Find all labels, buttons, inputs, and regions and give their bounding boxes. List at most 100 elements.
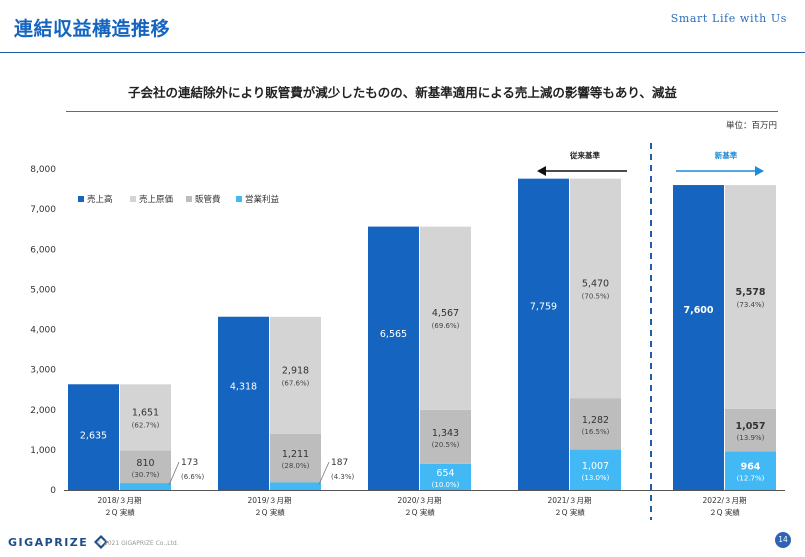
y-tick-label: 1,000: [30, 446, 56, 456]
sga-percent-label: (20.5%): [432, 441, 460, 449]
legend-label: 売上高: [87, 194, 113, 205]
logo-wordmark: GIGAPRIZE: [8, 535, 89, 549]
old-standard-arrowhead-icon: [537, 166, 546, 176]
sga-percent-label: (28.0%): [282, 462, 310, 470]
headline-rule: [66, 111, 778, 112]
operating-profit-value-label: 173: [181, 458, 198, 468]
sales-bar: [68, 384, 119, 490]
cogs-bar: [725, 185, 776, 409]
legend-label: 営業利益: [245, 194, 280, 205]
operating-profit-percent-label: (13.0%): [582, 474, 610, 482]
unit-label: 単位：百万円: [725, 121, 777, 131]
cogs-percent-label: (69.6%): [432, 322, 460, 330]
cogs-bar: [120, 384, 171, 451]
sga-value-label: 810: [136, 458, 154, 469]
operating-profit-percent-label: (4.3%): [331, 473, 355, 481]
operating-profit-bar: [120, 483, 171, 490]
category-label: 2021/３月期: [547, 496, 591, 505]
y-tick-label: 6,000: [30, 245, 56, 255]
y-tick-label: 0: [50, 486, 56, 496]
category-label: 2022/３月期: [702, 496, 746, 505]
operating-profit-value-label: 654: [436, 468, 454, 479]
operating-profit-percent-label: (6.6%): [181, 473, 205, 481]
cogs-percent-label: (70.5%): [582, 292, 610, 300]
cogs-value-label: 1,651: [132, 407, 159, 418]
cogs-percent-label: (62.7%): [132, 421, 160, 429]
sales-value-label: 2,635: [80, 431, 107, 442]
sga-bar: [420, 409, 471, 464]
cogs-value-label: 5,578: [735, 287, 765, 298]
operating-profit-bar: [420, 463, 471, 490]
category-label: 2018/３月期: [97, 496, 141, 505]
y-tick-label: 4,000: [30, 326, 56, 336]
new-standard-label: 新基準: [715, 150, 738, 160]
y-tick-label: 5,000: [30, 285, 56, 295]
sales-bar: [673, 185, 724, 491]
copyright: © 2021 GIGAPRIZE Co.,Ltd.: [96, 540, 179, 547]
sales-value-label: 4,318: [230, 382, 257, 393]
tagline: Smart Life with Us: [670, 12, 787, 25]
new-standard-arrowhead-icon: [755, 166, 764, 176]
sales-bar: [518, 178, 569, 491]
legend-label: 売上原価: [139, 194, 174, 205]
sga-bar: [570, 398, 621, 450]
legend-swatch: [236, 196, 242, 202]
operating-profit-bar: [725, 451, 776, 490]
sga-bar: [270, 433, 321, 483]
operating-profit-bar: [270, 482, 321, 490]
operating-profit-percent-label: (10.0%): [432, 481, 460, 489]
logo-mark-icon: [94, 535, 109, 549]
cogs-value-label: 2,918: [282, 365, 309, 376]
category-label: 2020/３月期: [397, 496, 441, 505]
operating-profit-callout-line: [318, 461, 330, 485]
cogs-percent-label: (67.6%): [282, 379, 310, 387]
category-sublabel: ２Q 実績: [254, 507, 285, 517]
sga-value-label: 1,057: [735, 421, 765, 432]
category-label: 2019/３月期: [247, 496, 291, 505]
cogs-bar: [420, 226, 471, 410]
category-sublabel: ２Q 実績: [404, 507, 435, 517]
sales-value-label: 6,565: [380, 329, 407, 340]
cogs-bar: [270, 316, 321, 434]
y-tick-label: 2,000: [30, 406, 56, 416]
operating-profit-value-label: 1,007: [582, 461, 609, 472]
category-sublabel: ２Q 実績: [554, 507, 585, 517]
operating-profit-callout-line: [168, 461, 180, 486]
sales-value-label: 7,600: [683, 305, 713, 316]
legend-swatch: [130, 196, 136, 202]
header-rule: [0, 52, 805, 53]
sga-value-label: 1,211: [282, 449, 309, 460]
cogs-percent-label: (73.4%): [737, 301, 765, 309]
operating-profit-percent-label: (12.7%): [737, 475, 765, 483]
legend-swatch: [78, 196, 84, 202]
y-tick-label: 7,000: [30, 205, 56, 215]
sga-value-label: 1,343: [432, 428, 459, 439]
sga-percent-label: (30.7%): [132, 471, 160, 479]
sga-bar: [120, 450, 171, 484]
sga-bar: [725, 408, 776, 452]
old-standard-label: 従来基準: [569, 150, 600, 160]
legend-swatch: [186, 196, 192, 202]
operating-profit-value-label: 187: [331, 458, 348, 468]
cogs-value-label: 4,567: [432, 308, 459, 319]
operating-profit-value-label: 964: [741, 462, 761, 473]
sga-value-label: 1,282: [582, 415, 609, 426]
cogs-bar: [570, 178, 621, 399]
headline: 子会社の連結除外により販管費が減少したものの、新基準適用による売上減の影響等もあ…: [128, 85, 677, 100]
category-sublabel: ２Q 実績: [709, 507, 740, 517]
sales-value-label: 7,759: [530, 301, 557, 312]
category-sublabel: ２Q 実績: [104, 507, 135, 517]
y-tick-label: 3,000: [30, 366, 56, 376]
cogs-value-label: 5,470: [582, 278, 609, 289]
sales-bar: [368, 226, 419, 490]
sga-percent-label: (16.5%): [582, 428, 610, 436]
legend-label: 販管費: [195, 194, 221, 205]
sga-percent-label: (13.9%): [737, 434, 765, 442]
page-number: 14: [775, 532, 791, 548]
y-tick-label: 8,000: [30, 165, 56, 175]
footer-logo: GIGAPRIZE: [8, 535, 109, 549]
page-title: 連結収益構造推移: [14, 18, 171, 40]
operating-profit-bar: [570, 449, 621, 490]
sales-bar: [218, 316, 269, 490]
